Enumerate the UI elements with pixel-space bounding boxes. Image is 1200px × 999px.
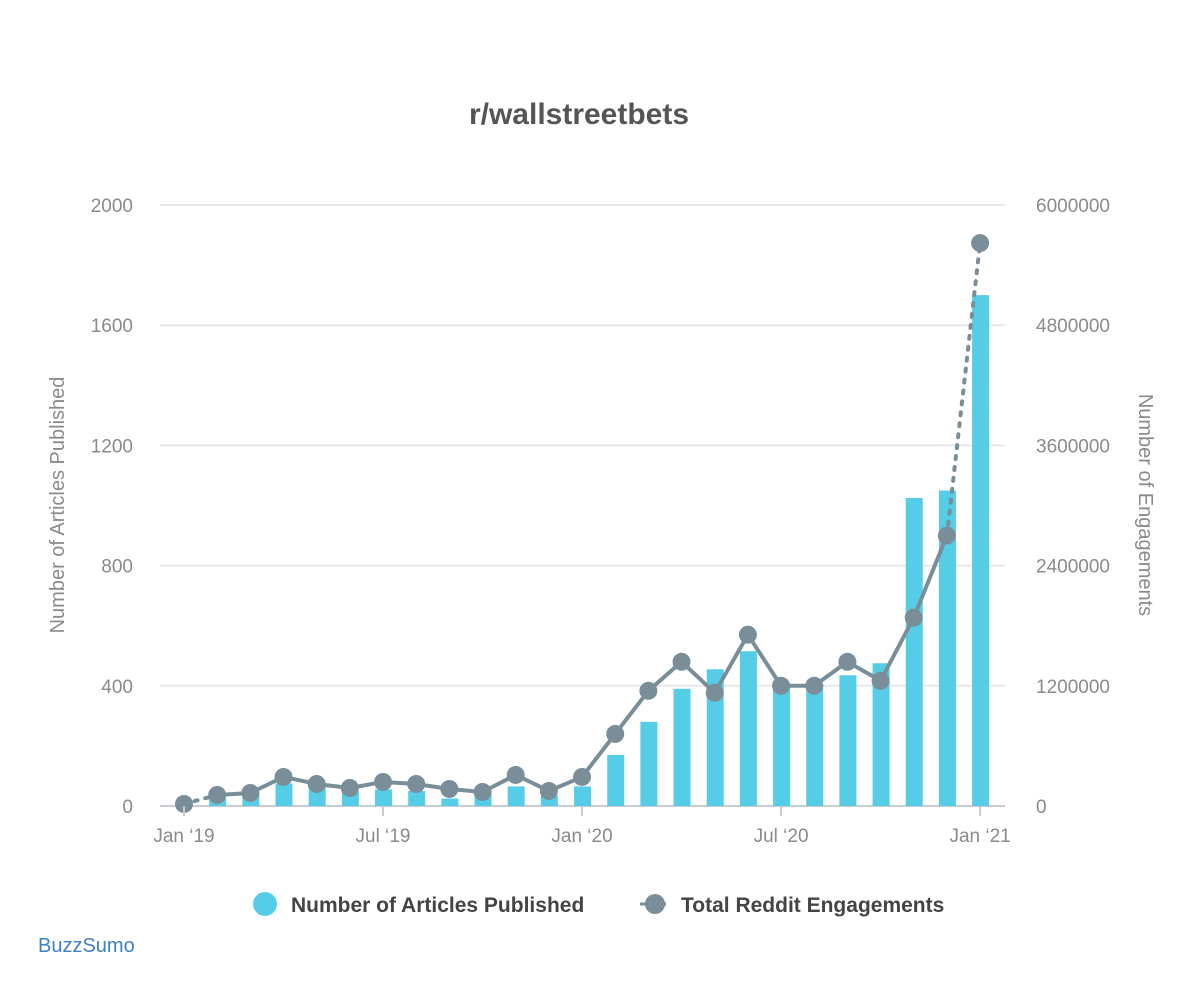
left-axis-title: Number of Articles Published [47, 377, 69, 634]
bar-articles-2021-01 [972, 295, 990, 806]
grid-lines [160, 204, 1005, 807]
bar-articles-2020-04 [673, 688, 691, 806]
legend-marker-engagements [645, 894, 665, 914]
bar-articles-2019-08 [408, 790, 426, 806]
point-engagements-2020-10 [871, 671, 890, 690]
right-tick-label: 3600000 [1036, 436, 1110, 457]
bar-articles-2020-09 [839, 675, 857, 806]
x-tick-label: Jul ‘20 [754, 826, 809, 847]
left-tick-label: 400 [101, 677, 133, 698]
left-tick-label: 800 [101, 557, 133, 578]
x-axis: Jan ‘19 Jul ‘19 Jan ‘20 Jul ‘20 Jan ‘21 [153, 806, 1011, 847]
bar-articles-2020-10 [872, 663, 890, 806]
point-engagements-2020-07 [772, 676, 791, 695]
point-engagements-2019-03 [241, 783, 260, 802]
bar-articles-2020-05 [706, 669, 724, 806]
point-engagements-2020-09 [838, 652, 857, 671]
bar-articles-2019-11 [507, 786, 525, 806]
line-series-engagements [175, 234, 990, 813]
point-engagements-2019-12 [539, 781, 558, 800]
x-tick-label: Jan ‘20 [551, 826, 612, 847]
point-engagements-2020-01 [573, 767, 592, 786]
right-axis: 0 1200000 2400000 3600000 4800000 6000000 [1036, 196, 1110, 818]
bar-articles-2019-04 [275, 783, 293, 806]
right-axis-title: Number of Engagements [1134, 394, 1156, 616]
bar-articles-2020-03 [640, 721, 658, 806]
right-tick-label: 0 [1036, 797, 1047, 818]
bar-articles-2020-06 [739, 651, 757, 806]
engagement-line [217, 534, 949, 797]
point-engagements-2021-01 [971, 234, 990, 253]
point-engagements-2019-08 [407, 774, 426, 793]
point-engagements-2020-11 [904, 608, 923, 627]
point-engagements-2020-05 [705, 683, 724, 702]
point-engagements-2019-01 [175, 794, 193, 813]
point-engagements-2020-02 [606, 724, 625, 743]
left-axis: 0 400 800 1200 1600 2000 [91, 196, 133, 818]
point-engagements-2020-03 [639, 681, 658, 700]
point-engagements-2019-10 [473, 782, 492, 801]
point-engagements-2019-02 [208, 785, 227, 804]
right-tick-label: 6000000 [1036, 196, 1110, 217]
x-tick-label: Jan ‘19 [153, 826, 214, 847]
bar-articles-2020-12 [938, 490, 956, 806]
buzzsumo-logo: BuzzSumo [38, 935, 135, 957]
point-engagements-2019-07 [374, 772, 393, 791]
bar-articles-2020-11 [905, 497, 923, 806]
left-tick-label: 1600 [91, 316, 133, 337]
right-tick-label: 2400000 [1036, 557, 1110, 578]
point-engagements-2019-05 [307, 774, 326, 793]
right-tick-label: 4800000 [1036, 316, 1110, 337]
point-engagements-2019-04 [274, 767, 293, 786]
engagement-line-end-dotted [944, 241, 983, 538]
point-engagements-2020-04 [672, 652, 691, 671]
bar-articles-2019-07 [375, 789, 393, 806]
right-tick-label: 1200000 [1036, 677, 1110, 698]
bar-series-articles [176, 295, 990, 806]
bar-articles-2019-12 [540, 795, 558, 806]
point-engagements-2019-11 [506, 765, 525, 784]
bar-articles-2020-02 [607, 754, 625, 806]
bar-articles-2020-08 [806, 684, 824, 806]
x-tick-label: Jul ‘19 [356, 826, 411, 847]
point-engagements-2020-08 [805, 676, 824, 695]
point-engagements-2019-06 [340, 778, 359, 797]
point-engagements-2020-12 [937, 526, 956, 545]
legend: Number of Articles Published Total Reddi… [253, 892, 944, 917]
legend-marker-articles [253, 892, 277, 916]
point-engagements-2020-06 [738, 625, 757, 644]
left-tick-label: 0 [122, 797, 133, 818]
bar-articles-2020-01 [574, 786, 592, 806]
x-tick-label: Jan ‘21 [949, 826, 1010, 847]
legend-label-engagements: Total Reddit Engagements [681, 894, 944, 917]
point-engagements-2019-09 [440, 779, 459, 798]
bar-articles-2020-07 [773, 684, 791, 806]
legend-label-articles: Number of Articles Published [291, 894, 584, 917]
left-tick-label: 2000 [91, 196, 133, 217]
chart-title: r/wallstreetbets [469, 98, 689, 131]
left-tick-label: 1200 [91, 436, 133, 457]
bar-articles-2019-09 [441, 798, 459, 806]
